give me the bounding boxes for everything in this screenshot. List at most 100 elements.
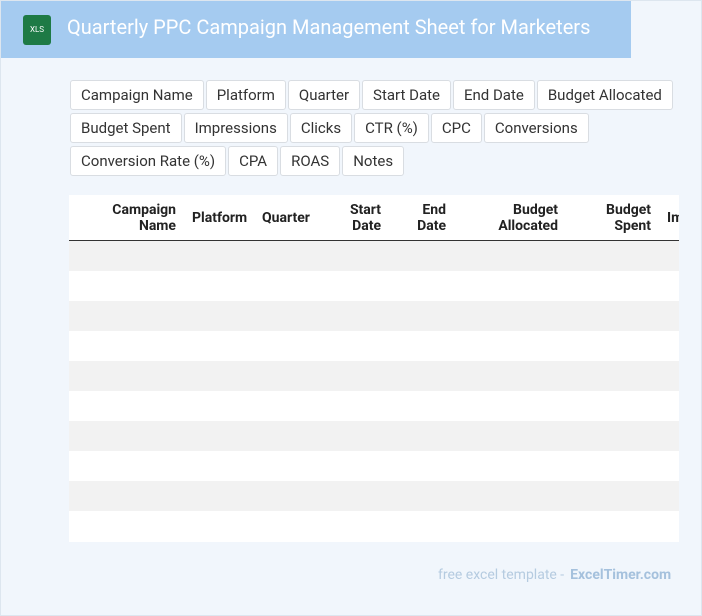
table-cell (319, 331, 389, 361)
table-cell (566, 271, 659, 301)
column-header: Quarter (254, 195, 319, 241)
table-cell (319, 511, 389, 541)
table-cell (254, 481, 319, 511)
table-cell (69, 511, 184, 541)
table-cell (389, 301, 454, 331)
page-title: Quarterly PPC Campaign Management Sheet … (67, 15, 591, 39)
table-cell (184, 331, 254, 361)
footer-text: free excel template - (438, 567, 565, 583)
column-tag: Conversion Rate (%) (70, 146, 227, 176)
table-cell (184, 301, 254, 331)
table-cell (566, 361, 659, 391)
table-cell (659, 301, 679, 331)
file-icon: XLS (23, 15, 51, 45)
table-row (69, 331, 679, 361)
table-cell (454, 361, 566, 391)
table-cell (454, 421, 566, 451)
column-tag: Campaign Name (70, 80, 204, 110)
table-cell (454, 511, 566, 541)
table-cell (184, 391, 254, 421)
column-tag: Impressions (183, 113, 288, 143)
table-row (69, 240, 679, 271)
table-cell (184, 511, 254, 541)
column-tag: End Date (452, 80, 535, 110)
table-cell (566, 391, 659, 421)
table-row (69, 421, 679, 451)
column-header: Budget Allocated (454, 195, 566, 241)
table-cell (69, 421, 184, 451)
table-cell (454, 451, 566, 481)
table-cell (184, 361, 254, 391)
column-header: End Date (389, 195, 454, 241)
table-cell (69, 271, 184, 301)
sheet-table: Campaign Name Platform Quarter Start Date En… (69, 195, 679, 541)
table-cell (254, 421, 319, 451)
table-cell (454, 240, 566, 271)
table-row (69, 451, 679, 481)
table-cell (389, 271, 454, 301)
table-row (69, 361, 679, 391)
footer-brand[interactable]: ExcelTimer.com (570, 567, 672, 583)
table-row (69, 511, 679, 541)
table-cell (566, 240, 659, 271)
table-cell (659, 361, 679, 391)
column-tag: CPC (430, 113, 482, 143)
column-tag: Budget Spent (70, 113, 182, 143)
column-header: Impressions (659, 195, 679, 241)
table-cell (69, 240, 184, 271)
column-tag: Notes (342, 146, 405, 176)
table-cell (454, 331, 566, 361)
table-cell (319, 451, 389, 481)
table-cell (566, 331, 659, 361)
table-cell (184, 240, 254, 271)
column-tag: ROAS (280, 146, 341, 176)
table-row (69, 391, 679, 421)
table-cell (254, 361, 319, 391)
table-cell (566, 511, 659, 541)
table-cell (566, 481, 659, 511)
table-cell (254, 331, 319, 361)
table-cell (254, 451, 319, 481)
table-cell (389, 240, 454, 271)
table-cell (254, 391, 319, 421)
table-cell (69, 391, 184, 421)
table-cell (319, 240, 389, 271)
column-header: Campaign Name (69, 195, 184, 241)
table-cell (566, 421, 659, 451)
header-banner: XLS Quarterly PPC Campaign Management Sh… (1, 1, 631, 58)
column-tag: Platform (205, 80, 286, 110)
table-cell (389, 451, 454, 481)
column-tag: Start Date (362, 80, 451, 110)
column-tag: CTR (%) (354, 113, 429, 143)
table-cell (566, 301, 659, 331)
table-wrapper: Campaign Name Platform Quarter Start Date En… (69, 195, 679, 542)
table-cell (659, 240, 679, 271)
table-cell (389, 331, 454, 361)
table-cell (319, 301, 389, 331)
table-cell (319, 391, 389, 421)
table-cell (184, 421, 254, 451)
table-cell (454, 271, 566, 301)
header-row: Campaign Name Platform Quarter Start Date En… (69, 195, 679, 241)
table-cell (454, 301, 566, 331)
table-cell (659, 511, 679, 541)
table-cell (184, 481, 254, 511)
table-cell (254, 301, 319, 331)
table-cell (319, 481, 389, 511)
column-tag: Budget Allocated (536, 80, 673, 110)
table-cell (659, 271, 679, 301)
table-cell (389, 421, 454, 451)
table-cell (69, 301, 184, 331)
table-cell (184, 271, 254, 301)
table-cell (659, 451, 679, 481)
column-header: Budget Spent (566, 195, 659, 241)
table-cell (389, 481, 454, 511)
table-cell (254, 240, 319, 271)
table-row (69, 271, 679, 301)
table-cell (184, 451, 254, 481)
table-cell (389, 511, 454, 541)
table-cell (69, 451, 184, 481)
column-tags: Campaign Name Platform Quarter Start Date En… (70, 80, 680, 176)
table-cell (69, 361, 184, 391)
